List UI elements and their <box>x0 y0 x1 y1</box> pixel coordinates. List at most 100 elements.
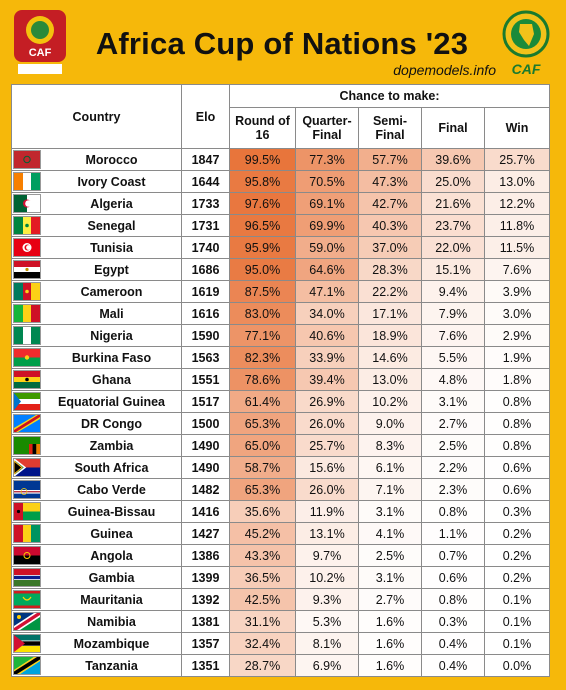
quarter-chance: 5.3% <box>295 610 359 633</box>
round16-chance: 65.3% <box>229 478 296 501</box>
table-row: Algeria 1733 97.6% 69.1% 42.7% 21.6% 12.2% <box>11 192 550 215</box>
round16-chance: 78.6% <box>229 368 296 391</box>
burkina-faso-flag <box>13 348 41 367</box>
country-name: Mali <box>42 302 182 325</box>
flag-cell <box>11 236 42 259</box>
round16-chance: 83.0% <box>229 302 296 325</box>
ghana-flag <box>13 370 41 389</box>
semi-chance: 47.3% <box>358 170 422 193</box>
final-chance: 7.6% <box>421 324 485 347</box>
final-chance: 3.1% <box>421 390 485 413</box>
elo-value: 1427 <box>181 522 230 545</box>
algeria-flag <box>13 194 41 213</box>
win-chance: 3.0% <box>484 302 550 325</box>
round16-chance: 87.5% <box>229 280 296 303</box>
flag-cell <box>11 280 42 303</box>
elo-value: 1490 <box>181 456 230 479</box>
zambia-flag <box>13 436 41 455</box>
elo-value: 1399 <box>181 566 230 589</box>
elo-value: 1551 <box>181 368 230 391</box>
senegal-flag <box>13 216 41 235</box>
country-name: Zambia <box>42 434 182 457</box>
semi-chance: 18.9% <box>358 324 422 347</box>
table-row: Gambia 1399 36.5% 10.2% 3.1% 0.6% 0.2% <box>11 566 550 589</box>
semi-chance: 37.0% <box>358 236 422 259</box>
final-chance: 2.3% <box>421 478 485 501</box>
table-row: Mali 1616 83.0% 34.0% 17.1% 7.9% 3.0% <box>11 302 550 325</box>
country-name: Guinea <box>42 522 182 545</box>
quarter-chance: 70.5% <box>295 170 359 193</box>
caf-logo: CAF <box>496 8 556 78</box>
final-chance: 9.4% <box>421 280 485 303</box>
round16-chance: 58.7% <box>229 456 296 479</box>
guinea-flag <box>13 524 41 543</box>
country-name: Mauritania <box>42 588 182 611</box>
round16-chance: 36.5% <box>229 566 296 589</box>
guinea-bissau-flag <box>13 502 41 521</box>
table-row: Namibia 1381 31.1% 5.3% 1.6% 0.3% 0.1% <box>11 610 550 633</box>
quarter-chance: 77.3% <box>295 148 359 171</box>
table-row: Tunisia 1740 95.9% 59.0% 37.0% 22.0% 11.5% <box>11 236 550 259</box>
win-chance: 0.2% <box>484 544 550 567</box>
flag-cell <box>11 566 42 589</box>
country-name: Cameroon <box>42 280 182 303</box>
final-chance: 1.1% <box>421 522 485 545</box>
south-africa-flag <box>13 458 41 477</box>
semi-chance: 8.3% <box>358 434 422 457</box>
country-name: Nigeria <box>42 324 182 347</box>
win-chance: 25.7% <box>484 148 550 171</box>
final-chance: 0.3% <box>421 610 485 633</box>
elo-value: 1386 <box>181 544 230 567</box>
win-chance: 0.8% <box>484 434 550 457</box>
angola-flag <box>13 546 41 565</box>
elo-value: 1357 <box>181 632 230 655</box>
elo-value: 1482 <box>181 478 230 501</box>
flag-cell <box>11 368 42 391</box>
final-chance: 15.1% <box>421 258 485 281</box>
caf-logo-text: CAF <box>512 61 541 77</box>
final-chance: 0.6% <box>421 566 485 589</box>
final-chance: 2.5% <box>421 434 485 457</box>
quarter-chance: 26.9% <box>295 390 359 413</box>
quarter-chance: 69.9% <box>295 214 359 237</box>
round16-chance: 28.7% <box>229 654 296 677</box>
flag-cell <box>11 346 42 369</box>
semi-chance: 1.6% <box>358 632 422 655</box>
quarter-chance: 8.1% <box>295 632 359 655</box>
elo-value: 1644 <box>181 170 230 193</box>
quarter-chance: 64.6% <box>295 258 359 281</box>
quarter-chance: 69.1% <box>295 192 359 215</box>
country-name: Algeria <box>42 192 182 215</box>
win-chance: 0.1% <box>484 610 550 633</box>
country-name: Equatorial Guinea <box>42 390 182 413</box>
mali-flag <box>13 304 41 323</box>
country-name: Egypt <box>42 258 182 281</box>
semi-chance: 1.6% <box>358 610 422 633</box>
flag-cell <box>11 258 42 281</box>
semi-chance: 2.7% <box>358 588 422 611</box>
final-chance: 0.8% <box>421 500 485 523</box>
flag-cell <box>11 478 42 501</box>
semi-chance: 10.2% <box>358 390 422 413</box>
quarter-chance: 10.2% <box>295 566 359 589</box>
win-chance: 0.8% <box>484 412 550 435</box>
quarter-chance: 13.1% <box>295 522 359 545</box>
round16-chance: 61.4% <box>229 390 296 413</box>
round16-chance: 65.0% <box>229 434 296 457</box>
final-chance: 25.0% <box>421 170 485 193</box>
page-title: Africa Cup of Nations '23 <box>95 26 469 61</box>
semi-chance: 3.1% <box>358 500 422 523</box>
elo-value: 1733 <box>181 192 230 215</box>
table-row: DR Congo 1500 65.3% 26.0% 9.0% 2.7% 0.8% <box>11 412 550 435</box>
flag-cell <box>11 654 42 677</box>
round16-chance: 82.3% <box>229 346 296 369</box>
header-row-top: Country Elo Chance to make: <box>11 84 550 149</box>
win-chance: 0.6% <box>484 478 550 501</box>
win-chance: 7.6% <box>484 258 550 281</box>
table-row: Cabo Verde 1482 65.3% 26.0% 7.1% 2.3% 0.6% <box>11 478 550 501</box>
win-chance: 0.0% <box>484 654 550 677</box>
round16-chance: 77.1% <box>229 324 296 347</box>
round16-chance: 43.3% <box>229 544 296 567</box>
country-name: Cabo Verde <box>42 478 182 501</box>
semi-chance: 4.1% <box>358 522 422 545</box>
